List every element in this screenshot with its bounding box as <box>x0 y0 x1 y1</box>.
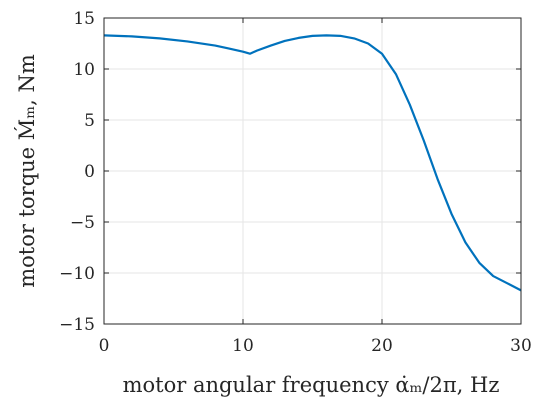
y-tick-label: −5 <box>70 213 95 233</box>
series-layer <box>103 34 522 292</box>
x-tick-label: 20 <box>371 336 393 356</box>
y-axis-label: motor torque Ḿₘ, Nm <box>15 54 39 288</box>
y-tick-label: 10 <box>73 60 95 80</box>
y-tick-label: 15 <box>73 9 95 29</box>
y-tick-label: 5 <box>84 111 95 131</box>
tick-labels: 0 10 20 30 −15 −10 −5 0 5 10 15 <box>59 9 532 356</box>
x-tick-label: 10 <box>232 336 254 356</box>
x-tick-label: 30 <box>510 336 532 356</box>
y-tick-label: 0 <box>84 162 95 182</box>
grid-lines <box>103 17 522 325</box>
y-tick-label: −15 <box>59 315 95 335</box>
x-axis-label: motor angular frequency α̇ₘ/2π, Hz <box>123 373 500 397</box>
y-tick-label: −10 <box>59 264 95 284</box>
series-line-0 <box>103 34 522 292</box>
x-tick-label: 0 <box>99 336 110 356</box>
tick-marks <box>103 17 522 325</box>
